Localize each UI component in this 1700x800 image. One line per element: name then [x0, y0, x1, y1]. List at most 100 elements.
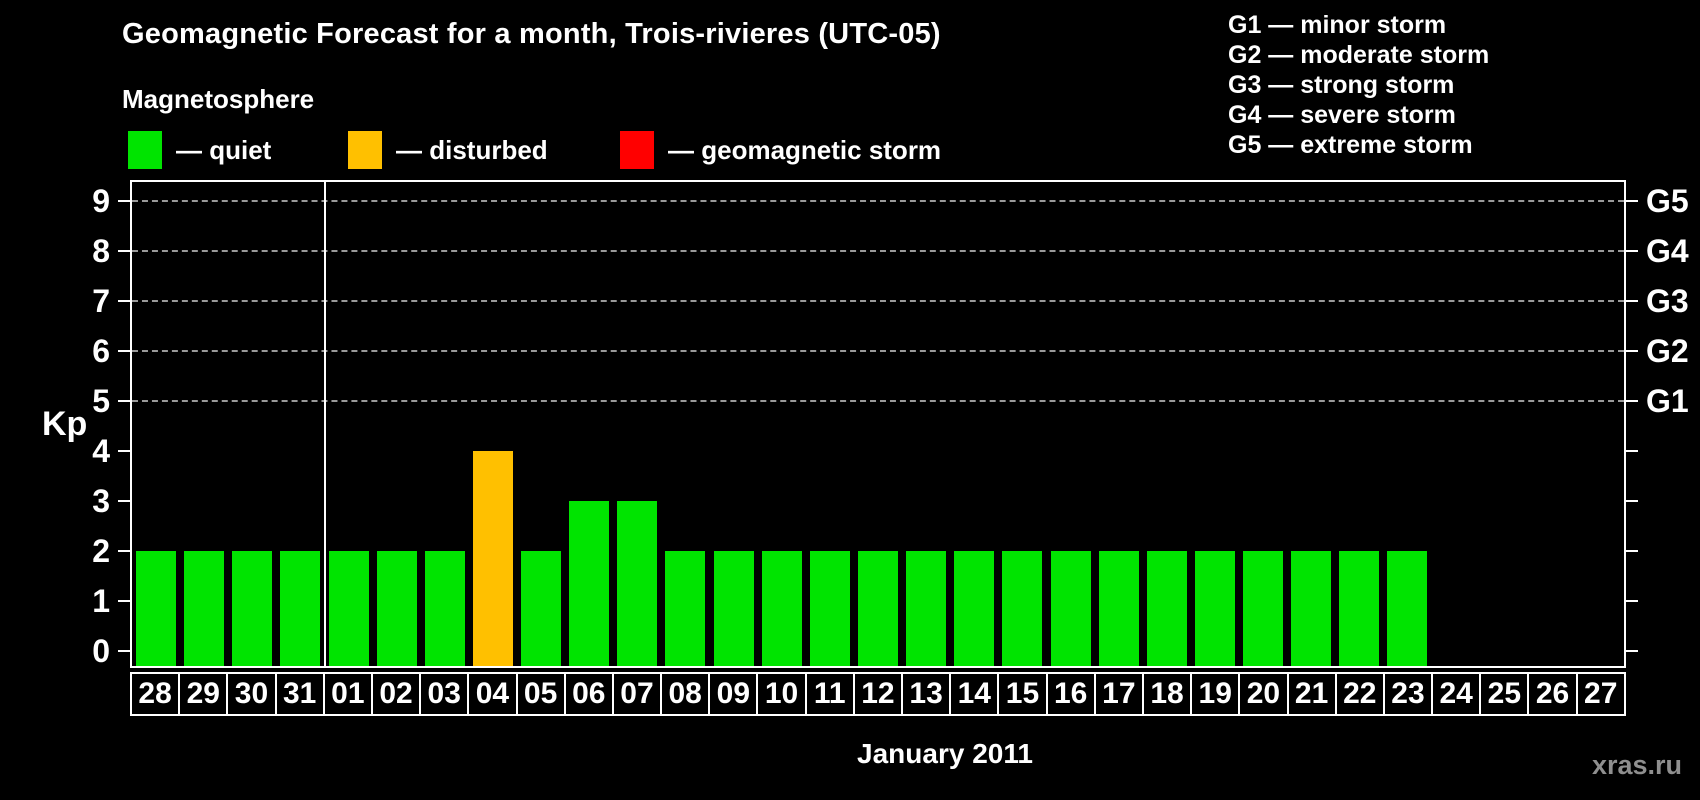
day-label-20: 20: [1238, 672, 1289, 716]
kp-bar-day-31: [280, 551, 321, 666]
y-axis-tick-right-3: [1626, 500, 1638, 502]
day-label-02: 02: [370, 672, 422, 716]
y-axis-tick-left-1: [118, 600, 130, 602]
kp-bar-day-04: [472, 451, 513, 666]
g-scale-tick-label-G2: G2: [1646, 333, 1689, 369]
chart-title: Geomagnetic Forecast for a month, Trois-…: [122, 18, 941, 50]
day-label-23: 23: [1382, 672, 1434, 716]
x-axis-month-label: January 2011: [857, 738, 1033, 769]
y-axis-tick-left-7: [118, 300, 130, 302]
storm-scale-entry-G3: G3 — strong storm: [1228, 71, 1455, 99]
magnetosphere-label: Magnetosphere: [122, 84, 315, 114]
y-axis-tick-right-0: [1626, 650, 1638, 652]
gridline-kp-6: [132, 350, 1624, 352]
y-axis-label: Kp: [42, 405, 88, 443]
y-tick-label-1: 1: [92, 583, 110, 619]
kp-bar-day-16: [1050, 551, 1091, 666]
day-label-18: 18: [1141, 672, 1193, 716]
kp-bar-day-15: [1002, 551, 1043, 666]
day-label-28: 28: [130, 672, 181, 716]
legend-item-disturbed: — disturbed: [348, 130, 548, 170]
y-axis-tick-right-5: [1626, 400, 1638, 402]
day-label-24: 24: [1431, 672, 1482, 716]
kp-bar-day-30: [232, 551, 273, 666]
gridline-kp-8: [132, 250, 1624, 252]
day-label-10: 10: [756, 672, 807, 716]
day-label-27: 27: [1575, 672, 1626, 716]
g-scale-tick-label-G4: G4: [1646, 233, 1689, 269]
magnetosphere-legend: — quiet — disturbed — geomagnetic storm: [128, 130, 1028, 170]
day-label-11: 11: [804, 672, 855, 716]
day-label-07: 07: [611, 672, 663, 716]
legend-item-quiet: — quiet: [128, 130, 271, 170]
y-tick-label-5: 5: [92, 383, 110, 419]
storm-scale-entry-G4: G4 — severe storm: [1228, 101, 1456, 129]
y-axis-tick-right-4: [1626, 450, 1638, 452]
month-boundary-line: [323, 182, 326, 666]
y-axis-tick-left-9: [118, 200, 130, 202]
legend-item-label: — quiet: [176, 135, 272, 165]
day-label-01: 01: [322, 672, 373, 716]
y-axis-tick-right-8: [1626, 250, 1638, 252]
day-label-13: 13: [901, 672, 952, 716]
y-axis-tick-right-1: [1626, 600, 1638, 602]
day-label-16: 16: [1045, 672, 1096, 716]
y-tick-label-4: 4: [92, 433, 110, 469]
kp-bar-day-29: [184, 551, 225, 666]
day-label-12: 12: [852, 672, 903, 716]
y-axis-tick-right-9: [1626, 200, 1638, 202]
y-axis-tick-right-7: [1626, 300, 1638, 302]
kp-bar-day-18: [1146, 551, 1187, 666]
kp-bar-day-20: [1243, 551, 1284, 666]
day-label-19: 19: [1190, 672, 1241, 716]
g-scale-tick-label-G1: G1: [1646, 383, 1689, 419]
storm-scale-entry-G5: G5 — extreme storm: [1228, 131, 1473, 159]
y-tick-label-8: 8: [92, 233, 110, 269]
y-axis-tick-left-5: [118, 400, 130, 402]
kp-bar-day-06: [569, 501, 610, 666]
kp-bar-day-05: [521, 551, 562, 666]
day-label-25: 25: [1479, 672, 1530, 716]
kp-bar-day-12: [858, 551, 898, 666]
gridline-kp-7: [132, 300, 1624, 302]
kp-bar-day-17: [1098, 551, 1139, 666]
y-axis-tick-left-4: [118, 450, 130, 452]
storm-color-swatch: [620, 131, 654, 169]
kp-bar-day-14: [954, 551, 995, 666]
day-label-26: 26: [1527, 672, 1578, 716]
y-axis-tick-left-3: [118, 500, 130, 502]
day-label-30: 30: [226, 672, 277, 716]
kp-bar-day-03: [424, 551, 465, 666]
kp-bar-day-10: [761, 551, 802, 666]
y-tick-label-2: 2: [92, 533, 110, 569]
kp-bar-day-28: [136, 551, 177, 666]
y-axis-tick-left-0: [118, 650, 130, 652]
legend-item-storm: — geomagnetic storm: [620, 130, 941, 170]
y-axis-tick-left-2: [118, 550, 130, 552]
day-label-21: 21: [1286, 672, 1337, 716]
x-axis-day-labels: 28 29 30 31 01 02 03 04 05 06 07 08 09 10 11 12 13 14 15 16…: [130, 672, 1626, 716]
kp-bar-day-08: [665, 551, 706, 666]
y-axis-tick-right-6: [1626, 350, 1638, 352]
day-label-17: 17: [1093, 672, 1144, 716]
day-label-09: 09: [708, 672, 759, 716]
kp-bar-day-01: [328, 551, 369, 666]
day-label-14: 14: [949, 672, 1000, 716]
day-label-22: 22: [1334, 672, 1385, 716]
storm-scale-legend: G1 — minor storm G2 — moderate storm G3 — …: [1228, 10, 1489, 160]
watermark: xras.ru: [1591, 750, 1682, 780]
y-axis-tick-right-2: [1626, 550, 1638, 552]
day-label-03: 03: [419, 672, 470, 716]
day-label-04: 04: [467, 672, 518, 716]
plot-area: 0 1 2 3 4 5 6 7 8 9 G1 G2 G3 G4 G5: [92, 180, 1689, 669]
day-label-29: 29: [178, 672, 229, 716]
kp-bar-day-09: [713, 551, 754, 666]
kp-bar-day-22: [1339, 551, 1380, 666]
kp-bar-day-19: [1194, 551, 1235, 666]
storm-scale-entry-G1: G1 — minor storm: [1228, 11, 1447, 39]
y-tick-label-3: 3: [92, 483, 110, 519]
day-label-15: 15: [997, 672, 1048, 716]
day-label-06: 06: [563, 672, 614, 716]
y-tick-label-7: 7: [92, 283, 110, 319]
